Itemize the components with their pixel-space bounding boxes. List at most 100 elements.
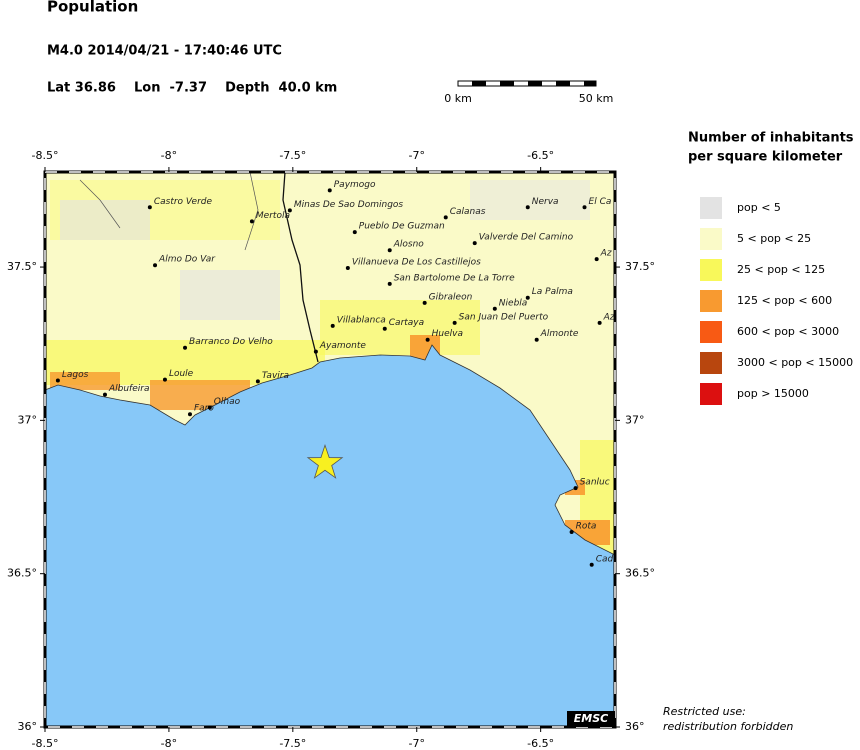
town-label: Castro Verde <box>154 197 213 207</box>
location-info: Lat 36.86 Lon -7.37 Depth 40.0 km <box>47 81 337 96</box>
town-label: San Bartolome De La Torre <box>394 273 515 283</box>
credit-box <box>567 711 615 727</box>
town-label: La Palma <box>532 287 573 297</box>
lat-tick-label: 37.5° <box>625 260 655 273</box>
lon-tick-label: -7° <box>409 149 425 162</box>
title: Population <box>47 0 138 16</box>
town-marker <box>255 379 260 384</box>
town-label: Nerva <box>532 197 559 207</box>
legend-swatch <box>700 290 722 312</box>
town-marker <box>55 378 60 383</box>
town-label: Alosno <box>393 240 425 250</box>
lat-tick-label: 36.5° <box>7 567 37 580</box>
lat-tick-label: 37.5° <box>7 260 37 273</box>
lon-tick-label: -8° <box>161 737 177 750</box>
town-label: Az <box>603 312 615 322</box>
town-label: Cad <box>596 554 614 564</box>
lon-tick-label: -6.5° <box>527 737 554 750</box>
town-marker <box>313 349 318 354</box>
town-label: Valverde Del Camino <box>479 233 574 243</box>
town-marker <box>207 405 212 410</box>
epicenter <box>306 444 344 479</box>
legend-swatch <box>700 383 722 405</box>
town-marker <box>472 241 477 246</box>
legend-label: pop > 15000 <box>737 387 809 400</box>
town-label: Villablanca <box>337 315 386 325</box>
town-marker <box>327 188 332 193</box>
lat-tick-label: 37° <box>625 413 645 426</box>
town-label: Paymogo <box>334 180 376 190</box>
town-marker <box>387 248 392 253</box>
legend-label: 600 < pop < 3000 <box>737 325 839 338</box>
event-info: M4.0 2014/04/21 - 17:40:46 UTC <box>47 44 282 59</box>
town-label: Loule <box>169 369 194 379</box>
map: Castro Verde Mertola Paymogo Minas De Sao D… <box>43 170 617 729</box>
town-marker <box>569 529 574 534</box>
town-marker <box>589 562 594 567</box>
town-marker <box>330 323 335 328</box>
town-marker <box>422 300 427 305</box>
town-label: Sanluc <box>580 478 610 488</box>
lon-tick-label: -7.5° <box>279 737 306 750</box>
town-marker <box>387 281 392 286</box>
town-marker <box>382 326 387 331</box>
town-label: Almonte <box>540 329 579 339</box>
lon-tick-label: -7.5° <box>279 149 306 162</box>
towns: Castro Verde Mertola Paymogo Minas De Sao D… <box>55 180 615 567</box>
town-label: Gibraleon <box>429 292 473 302</box>
lon-tick-label: -6.5° <box>527 149 554 162</box>
town-label: Albufeira <box>108 384 149 394</box>
notice: Restricted use: <box>663 705 746 718</box>
town-marker <box>153 263 158 268</box>
town-marker <box>249 219 254 224</box>
town-marker <box>425 337 430 342</box>
legend-swatch <box>700 321 722 343</box>
legend: pop < 5 5 < pop < 25 25 < pop < 125 125 < p… <box>700 197 853 405</box>
town-marker <box>187 412 192 417</box>
town-label: El Ca <box>589 197 612 207</box>
town-label: Almo Do Var <box>158 255 216 265</box>
town-label: Tavira <box>262 371 289 381</box>
town-marker <box>345 265 350 270</box>
town-label: Faro <box>194 404 214 414</box>
town-label: Villanueva De Los Castillejos <box>352 257 481 267</box>
town-marker <box>534 337 539 342</box>
town-label: Barranco Do Velho <box>189 337 273 347</box>
town-label: Calanas <box>450 207 486 217</box>
town-label: San Juan Del Puerto <box>459 312 549 322</box>
town-label: Ayamonte <box>319 341 367 351</box>
river <box>79 171 259 251</box>
town-label: Cartaya <box>389 318 424 328</box>
lat-tick-label: 36° <box>18 720 38 733</box>
legend-label: pop < 5 <box>737 201 781 214</box>
lon-tick-label: -8.5° <box>32 149 59 162</box>
town-label: Olhao <box>214 397 241 407</box>
credit: EMSC <box>574 712 608 725</box>
town-marker <box>162 377 167 382</box>
scale-label: 50 km <box>579 92 614 105</box>
town-marker <box>183 345 188 350</box>
legend-swatch <box>700 228 722 250</box>
town-label: Niebla <box>499 298 527 308</box>
lon-tick-label: -7° <box>409 737 425 750</box>
town-marker <box>582 205 587 210</box>
town-marker <box>525 295 530 300</box>
lat-tick-label: 36° <box>625 720 645 733</box>
lat-tick-label: 36.5° <box>625 567 655 580</box>
town-marker <box>452 320 457 325</box>
town-label: Rota <box>576 521 597 531</box>
town-label: Pueblo De Guzman <box>359 222 445 232</box>
legend-label: 125 < pop < 600 <box>737 294 832 307</box>
lat-tick-label: 37° <box>18 413 38 426</box>
sea <box>44 344 616 728</box>
legend-title: Number of inhabitants <box>688 131 854 146</box>
border <box>282 171 319 363</box>
town-marker <box>147 205 152 210</box>
lon-tick-label: -8.5° <box>32 737 59 750</box>
legend-label: 25 < pop < 125 <box>737 263 825 276</box>
legend-swatch <box>700 352 722 374</box>
town-marker <box>573 486 578 491</box>
legend-swatch <box>700 259 722 281</box>
town-marker <box>443 215 448 220</box>
